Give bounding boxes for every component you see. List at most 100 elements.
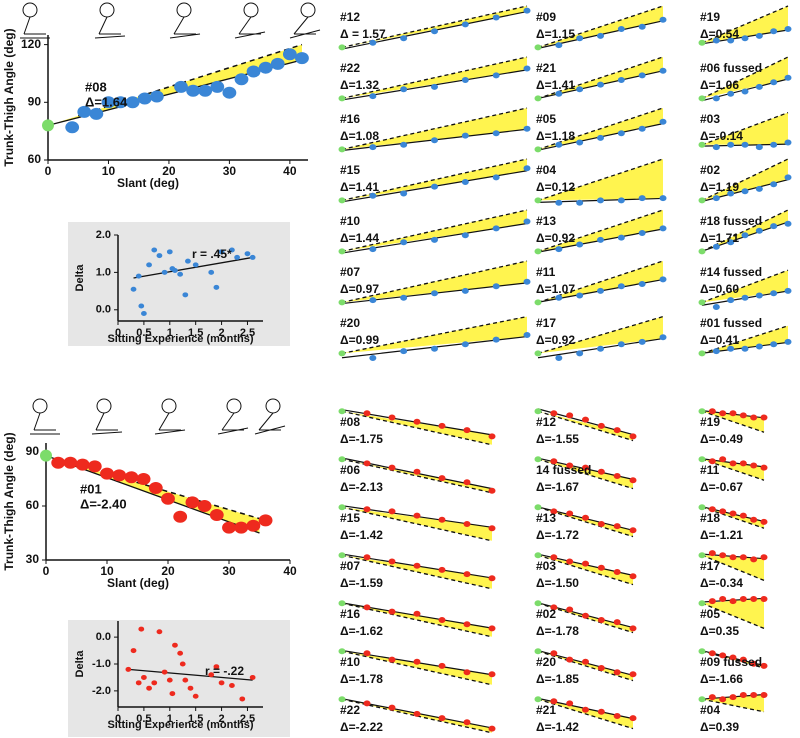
- panel-label: #11: [700, 463, 720, 477]
- data-point: [708, 694, 716, 701]
- figure-icon: [23, 16, 31, 35]
- data-point: [135, 273, 142, 279]
- panel-label: #14 fussed: [700, 265, 762, 279]
- data-point: [137, 92, 152, 105]
- figure-icon: [254, 425, 286, 435]
- data-point: [755, 227, 763, 234]
- data-point: [629, 477, 637, 484]
- annotation: #01: [80, 481, 102, 496]
- x-tick-label: 0.5: [136, 713, 151, 725]
- start-point: [338, 146, 346, 153]
- data-point: [760, 414, 768, 421]
- delta-label: Δ=-1.42: [536, 720, 579, 734]
- data-point: [597, 134, 604, 141]
- data-point: [617, 234, 625, 241]
- start-point: [534, 197, 542, 204]
- data-point: [729, 694, 737, 701]
- data-point: [461, 132, 469, 139]
- data-point: [174, 80, 188, 93]
- data-point: [249, 674, 256, 680]
- data-point: [431, 290, 438, 297]
- data-point: [400, 86, 408, 93]
- data-point: [739, 596, 747, 602]
- data-point: [750, 660, 758, 667]
- data-point: [719, 596, 727, 602]
- delta-label: Δ=-2.22: [340, 720, 383, 734]
- start-point: [534, 44, 542, 51]
- start-point: [534, 504, 542, 511]
- data-point: [741, 188, 749, 195]
- data-point: [177, 271, 184, 277]
- data-point: [613, 473, 621, 479]
- x-tick-label: 0: [43, 564, 50, 578]
- start-point: [698, 408, 706, 415]
- data-point: [185, 496, 200, 509]
- data-point: [182, 677, 189, 683]
- data-point: [431, 28, 438, 35]
- data-point: [597, 32, 604, 39]
- data-point: [400, 239, 408, 246]
- data-point: [161, 669, 168, 675]
- x-tick-label: 1: [167, 713, 173, 725]
- start-point: [534, 456, 542, 463]
- reference-line: [341, 698, 493, 734]
- data-point: [388, 508, 396, 515]
- data-point: [192, 262, 199, 268]
- panel-label: #16: [340, 112, 360, 126]
- data-point: [727, 345, 735, 352]
- delta-label: Δ=1.44: [340, 231, 379, 245]
- figure-icon: [221, 412, 235, 431]
- delta-label: Δ=-0.67: [700, 480, 743, 494]
- delta-label: Δ=1.06: [700, 78, 739, 92]
- y-axis-label: Delta: [74, 264, 86, 292]
- figure-icon: [154, 429, 186, 435]
- start-point: [698, 39, 706, 46]
- data-point: [400, 141, 408, 148]
- data-point: [388, 464, 396, 471]
- data-point: [739, 512, 747, 519]
- reference-line: [341, 554, 493, 590]
- delta-label: Δ=0.60: [700, 282, 739, 296]
- data-point: [363, 650, 371, 657]
- data-point: [172, 642, 178, 648]
- data-point: [727, 297, 735, 304]
- data-point: [784, 26, 792, 32]
- start-point: [338, 350, 346, 357]
- data-point: [488, 433, 496, 440]
- annotation: #08: [85, 79, 107, 94]
- figure-icon: [99, 2, 115, 18]
- start-point: [698, 552, 706, 559]
- data-point: [463, 571, 471, 578]
- data-point: [234, 254, 240, 260]
- delta-label: Δ=0.99: [340, 333, 379, 347]
- difference-area: [702, 112, 788, 145]
- delta-label: Δ=1.19: [700, 180, 739, 194]
- panel-label: #06 fussed: [700, 61, 762, 75]
- reference-line: [341, 56, 528, 100]
- delta-label: Δ=1.08: [340, 129, 379, 143]
- data-point: [712, 144, 720, 151]
- x-tick-label: 20: [161, 564, 175, 578]
- figure-icon: [22, 2, 38, 18]
- start-point: [534, 146, 542, 153]
- data-point: [222, 86, 237, 99]
- data-point: [488, 575, 496, 582]
- data-point: [727, 90, 735, 97]
- x-axis-label: Slant (deg): [117, 176, 179, 190]
- data-point: [148, 482, 163, 494]
- data-point: [712, 37, 720, 44]
- difference-area: [702, 598, 764, 629]
- data-point: [712, 304, 720, 310]
- data-point: [463, 427, 471, 434]
- data-point: [597, 287, 604, 294]
- data-point: [492, 336, 500, 343]
- data-point: [198, 84, 213, 97]
- reference-line: [537, 315, 664, 355]
- data-point: [582, 416, 589, 423]
- panel-label: #10: [340, 214, 360, 228]
- panel-label: #22: [340, 703, 360, 717]
- data-point: [750, 692, 758, 698]
- panel-label: #19: [700, 415, 720, 429]
- data-point: [488, 487, 496, 494]
- data-point: [187, 685, 194, 691]
